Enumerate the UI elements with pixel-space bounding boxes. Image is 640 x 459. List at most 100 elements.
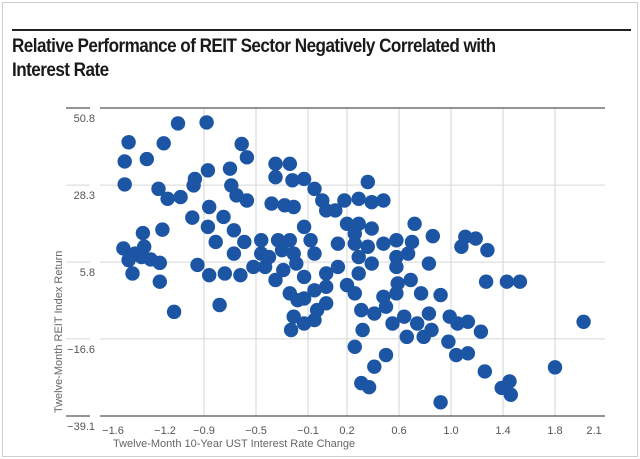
data-point <box>404 234 420 250</box>
data-point <box>367 306 382 321</box>
x-tick-label: 2.1 <box>586 425 601 437</box>
data-point <box>360 239 375 254</box>
data-point <box>237 234 252 250</box>
data-point <box>503 387 518 402</box>
data-point <box>187 171 203 187</box>
data-point <box>460 314 476 329</box>
data-point <box>330 259 346 275</box>
data-point <box>276 262 291 278</box>
data-point <box>364 195 379 210</box>
data-point <box>151 181 166 197</box>
data-point <box>347 226 362 241</box>
data-point <box>413 286 429 301</box>
data-point <box>378 347 394 363</box>
x-tick-labels: −1.6 −1.2 −0.9 −0.5 −0.1 0.2 0.6 1.0 1.4 1.8 2.1 <box>102 425 602 437</box>
data-points <box>116 115 591 410</box>
x-tick-label: −1.6 <box>102 425 124 437</box>
data-point <box>185 210 200 225</box>
data-point <box>286 199 301 215</box>
x-tick-label: 1.4 <box>495 425 510 437</box>
data-point <box>117 154 132 169</box>
data-point <box>296 171 312 187</box>
data-point <box>376 193 391 208</box>
data-point <box>403 272 418 288</box>
data-point <box>208 234 223 250</box>
data-point <box>239 150 255 165</box>
title-rule <box>12 29 631 31</box>
data-point <box>200 163 216 178</box>
data-point <box>410 316 425 331</box>
data-point <box>389 286 404 301</box>
data-point <box>478 274 494 289</box>
data-point <box>307 181 322 197</box>
data-point <box>458 229 473 245</box>
data-point <box>307 312 322 328</box>
data-point <box>364 256 379 271</box>
data-point <box>360 174 375 190</box>
x-tick-label: −0.1 <box>297 425 319 437</box>
data-point <box>282 156 297 172</box>
data-point <box>367 359 382 374</box>
data-point <box>355 322 370 338</box>
data-point <box>351 266 366 281</box>
data-point <box>400 246 416 261</box>
data-point <box>441 334 456 349</box>
data-point <box>376 236 391 251</box>
x-tick-label: 1.0 <box>443 425 458 437</box>
data-point <box>337 193 352 208</box>
data-point <box>135 225 151 241</box>
x-tick-label: −0.5 <box>245 425 267 437</box>
data-point <box>226 223 242 238</box>
data-point <box>268 156 283 172</box>
data-point <box>139 151 154 167</box>
x-tick-label: 1.8 <box>547 425 562 437</box>
data-point <box>397 309 412 324</box>
data-point <box>155 222 170 237</box>
data-point <box>202 199 217 215</box>
data-point <box>190 257 205 273</box>
data-point <box>170 116 186 131</box>
data-point <box>254 233 269 248</box>
data-point <box>160 191 175 206</box>
data-point <box>166 304 182 320</box>
data-point <box>239 193 255 208</box>
data-point <box>399 329 414 345</box>
data-point <box>512 274 528 289</box>
data-point <box>389 249 404 265</box>
data-point <box>116 241 131 256</box>
data-point <box>576 314 591 329</box>
data-point <box>233 267 248 283</box>
data-point <box>389 259 404 275</box>
data-point <box>407 216 422 231</box>
data-point <box>117 177 132 192</box>
data-point <box>328 203 343 218</box>
data-point <box>234 136 249 152</box>
data-point <box>502 374 517 389</box>
data-point <box>378 299 394 314</box>
data-point <box>347 286 362 301</box>
y-tick-label: −39.1 <box>67 421 95 433</box>
x-tick-label: 0.2 <box>339 425 354 437</box>
data-point <box>307 246 322 261</box>
data-point <box>216 209 231 225</box>
data-point <box>290 293 305 308</box>
y-tick-label: −16.6 <box>67 344 95 356</box>
data-point <box>354 302 369 318</box>
data-point <box>364 221 379 236</box>
data-point <box>421 256 437 271</box>
data-point <box>307 283 322 298</box>
data-point <box>473 324 489 339</box>
data-point <box>257 259 273 275</box>
data-point <box>303 233 318 248</box>
data-point <box>286 309 301 324</box>
data-point <box>226 246 242 261</box>
y-tick-label: 50.8 <box>74 113 95 125</box>
data-point <box>212 297 227 313</box>
data-point <box>274 242 290 258</box>
data-point <box>202 267 217 283</box>
data-point <box>351 191 366 206</box>
data-point <box>330 236 346 251</box>
data-point <box>296 269 312 285</box>
y-tick-label: 5.8 <box>80 267 95 279</box>
